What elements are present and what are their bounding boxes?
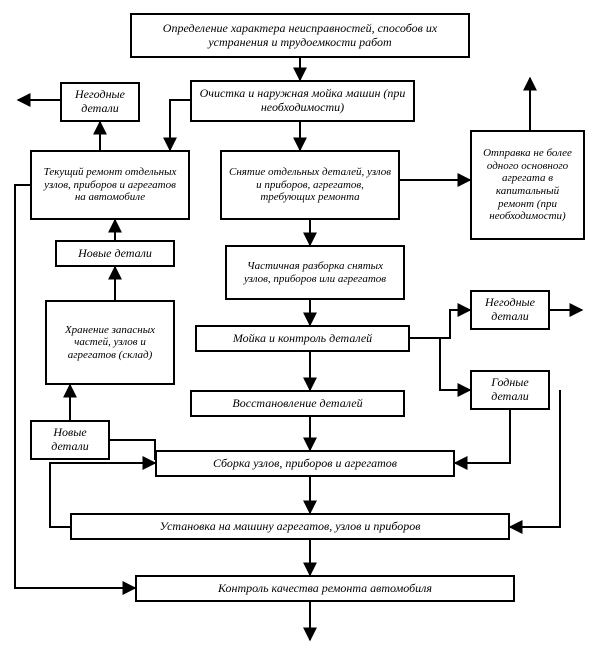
- flowchart-node-n17: Контроль качества ремонта автомобиля: [135, 575, 515, 602]
- node-label: Сборка узлов, приборов и агрегатов: [213, 457, 397, 471]
- flowchart-node-n6: Снятие отдельных деталей, узлов и прибор…: [220, 150, 400, 220]
- node-label: Текущий ремонт отдельных узлов, приборов…: [38, 166, 182, 204]
- edge-20: [440, 338, 470, 390]
- flowchart-node-n8: Частичная разборка снятых узлов, приборо…: [225, 245, 405, 300]
- flowchart-node-n1: Определение характера неисправностей, сп…: [130, 13, 470, 58]
- node-label: Новые детали: [38, 426, 102, 454]
- node-label: Годные детали: [478, 376, 542, 404]
- edge-22: [510, 390, 560, 527]
- edge-21: [455, 410, 510, 463]
- edge-17: [110, 440, 155, 460]
- flowchart-node-n15: Сборка узлов, приборов и агрегатов: [155, 450, 455, 477]
- flowchart-node-n7: Новые детали: [55, 240, 175, 267]
- edge-2: [170, 100, 190, 150]
- flowchart-node-n13: Восстановление деталей: [190, 390, 405, 417]
- node-label: Негодные детали: [68, 88, 132, 116]
- node-label: Новые детали: [78, 247, 152, 261]
- flowchart-node-n3: Очистка и наружная мойка машин (при необ…: [190, 80, 415, 122]
- node-label: Снятие отдельных деталей, узлов и прибор…: [228, 166, 392, 204]
- flowchart-node-n2: Негодные детали: [60, 82, 140, 122]
- node-label: Восстановление деталей: [232, 397, 362, 411]
- node-label: Отправка не более одного основного агрег…: [478, 147, 577, 223]
- flowchart-node-n11: Мойка и контроль деталей: [195, 325, 410, 352]
- flowchart-node-n5: Текущий ремонт отдельных узлов, приборов…: [30, 150, 190, 220]
- flowchart-node-n14: Новые детали: [30, 420, 110, 460]
- node-label: Очистка и наружная мойка машин (при необ…: [198, 87, 407, 115]
- flowchart-node-n16: Установка на машину агрегатов, узлов и п…: [70, 513, 510, 540]
- flowchart-node-n9: Негодные детали: [470, 290, 550, 330]
- node-label: Частичная разборка снятых узлов, приборо…: [233, 260, 397, 285]
- edge-18: [410, 310, 470, 338]
- flowchart-node-n4: Отправка не более одного основного агрег…: [470, 130, 585, 240]
- node-label: Хранение запасных частей, узлов и агрега…: [53, 324, 167, 362]
- node-label: Установка на машину агрегатов, узлов и п…: [160, 520, 421, 534]
- node-label: Определение характера неисправностей, сп…: [138, 22, 462, 50]
- flowchart-node-n10: Хранение запасных частей, узлов и агрега…: [45, 300, 175, 385]
- node-label: Контроль качества ремонта автомобиля: [218, 582, 432, 596]
- node-label: Мойка и контроль деталей: [233, 332, 372, 346]
- flowchart-node-n12: Годные детали: [470, 370, 550, 410]
- node-label: Негодные детали: [478, 296, 542, 324]
